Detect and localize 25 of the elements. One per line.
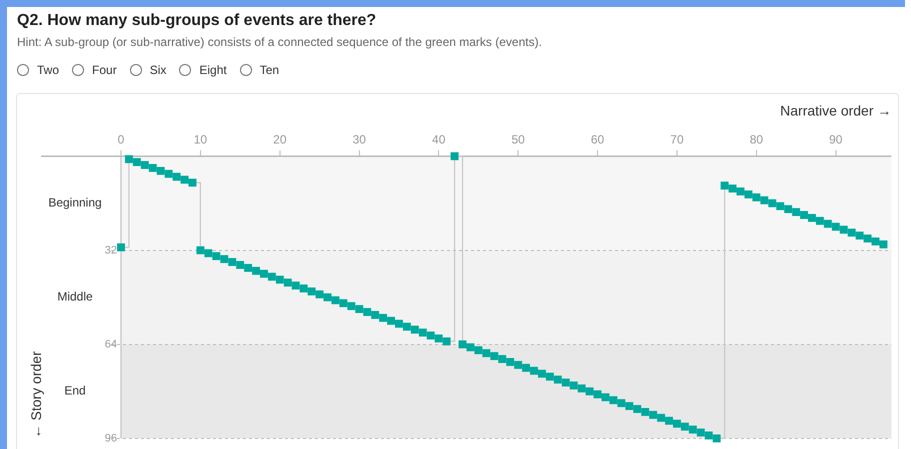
band-label: Middle: [57, 290, 93, 304]
x-tick-label: 50: [511, 132, 526, 146]
x-tick-label: 70: [670, 132, 684, 146]
text: Six: [150, 63, 166, 77]
x-tick-label: 80: [750, 132, 764, 146]
x-tick-label: 30: [352, 132, 366, 146]
text: Four: [92, 63, 117, 77]
text: Eight: [199, 63, 227, 77]
x-axis-title: Narrative order →: [780, 102, 892, 118]
x-tick-label: 0: [118, 132, 125, 146]
x-tick-label: 60: [590, 132, 605, 146]
chart-subtitle: Hint: A sub-group (or sub-narrative) consists of a connected sequence of the green marks (events).: [17, 35, 542, 49]
x-tick-label: 40: [432, 132, 446, 146]
band-label: End: [64, 384, 86, 398]
x-tick-label: 20: [273, 132, 287, 146]
x-tick-label: 10: [194, 132, 208, 146]
chart-title: Q2. How many sub-groups of events are there?: [17, 12, 376, 30]
text: Ten: [260, 63, 280, 77]
y-tick-label: 32: [104, 244, 117, 256]
x-tick-label: 90: [829, 132, 843, 146]
y-axis-title: ← Story order: [28, 350, 44, 438]
y-tick-label: 64: [104, 338, 117, 350]
y-tick-label: 96: [104, 432, 117, 444]
text: Two: [37, 63, 60, 77]
band-label: Beginning: [48, 196, 102, 210]
